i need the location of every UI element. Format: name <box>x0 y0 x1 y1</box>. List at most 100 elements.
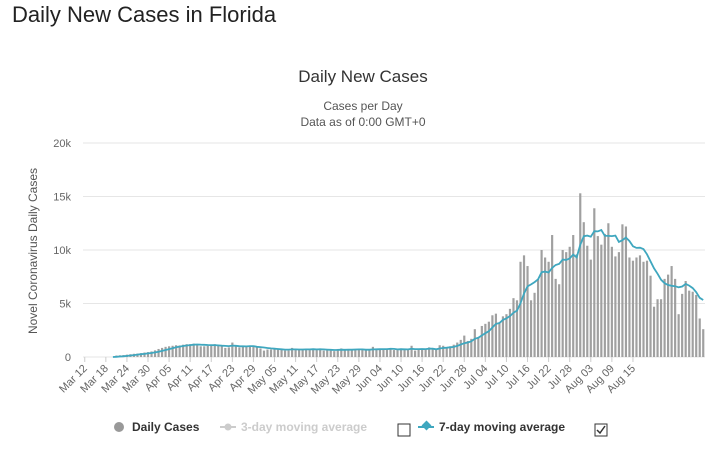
daily-cases-bar[interactable] <box>456 342 459 357</box>
daily-cases-bar[interactable] <box>631 260 635 357</box>
daily-cases-bar[interactable] <box>255 347 259 357</box>
daily-cases-bar[interactable] <box>554 278 557 357</box>
daily-cases-bar[interactable] <box>168 346 171 357</box>
daily-cases-bar[interactable] <box>199 346 202 357</box>
daily-cases-bar[interactable] <box>178 345 181 357</box>
daily-cases-bar[interactable] <box>283 350 287 357</box>
daily-cases-bar[interactable] <box>445 347 448 357</box>
daily-cases-bar[interactable] <box>586 245 589 357</box>
daily-cases-bar[interactable] <box>403 349 406 357</box>
daily-cases-bar[interactable] <box>305 348 308 357</box>
daily-cases-bar[interactable] <box>494 313 497 357</box>
daily-cases-bar[interactable] <box>628 257 631 357</box>
daily-cases-bar[interactable] <box>473 329 476 357</box>
daily-cases-bar[interactable] <box>617 252 620 357</box>
daily-cases-bar[interactable] <box>596 236 599 357</box>
checkbox-7-day-checked[interactable] <box>594 423 608 437</box>
daily-cases-bar[interactable] <box>512 298 515 357</box>
daily-cases-bar[interactable] <box>315 349 318 357</box>
daily-cases-bar[interactable] <box>540 250 543 357</box>
daily-cases-bar[interactable] <box>189 344 192 357</box>
daily-cases-bar[interactable] <box>645 260 649 357</box>
daily-cases-bar[interactable] <box>146 352 150 357</box>
daily-cases-bar[interactable] <box>533 292 536 357</box>
daily-cases-bar[interactable] <box>333 351 336 357</box>
daily-cases-bar[interactable] <box>659 299 663 357</box>
daily-cases-bar[interactable] <box>428 347 431 357</box>
daily-cases-bar[interactable] <box>681 293 684 357</box>
daily-cases-bar[interactable] <box>421 349 424 357</box>
daily-cases-bar[interactable] <box>203 346 206 357</box>
daily-cases-bar[interactable] <box>196 344 199 357</box>
daily-cases-bar[interactable] <box>529 300 533 357</box>
daily-cases-bar[interactable] <box>698 318 701 357</box>
daily-cases-bar[interactable] <box>452 344 455 357</box>
daily-cases-bar[interactable] <box>301 348 304 357</box>
checkbox-3-day-unchecked[interactable] <box>397 423 411 437</box>
daily-cases-bar[interactable] <box>182 344 185 357</box>
daily-cases-bar[interactable] <box>642 261 645 357</box>
daily-cases-bar[interactable] <box>568 246 571 357</box>
daily-cases-bar[interactable] <box>371 346 375 357</box>
daily-cases-bar[interactable] <box>593 208 596 357</box>
daily-cases-bar[interactable] <box>466 340 469 357</box>
daily-cases-bar[interactable] <box>294 349 297 357</box>
daily-cases-bar[interactable] <box>217 345 220 357</box>
daily-cases-bar[interactable] <box>276 348 280 357</box>
daily-cases-bar[interactable] <box>688 290 691 357</box>
daily-cases-bar[interactable] <box>561 250 564 357</box>
daily-cases-bar[interactable] <box>558 284 561 357</box>
daily-cases-bar[interactable] <box>438 345 441 357</box>
daily-cases-bar[interactable] <box>259 348 262 357</box>
daily-cases-bar[interactable] <box>382 348 385 357</box>
daily-cases-bar[interactable] <box>375 349 378 357</box>
daily-cases-bar[interactable] <box>248 346 252 357</box>
daily-cases-bar[interactable] <box>185 344 188 357</box>
legend-item-daily-cases[interactable]: Daily Cases <box>114 420 200 434</box>
daily-cases-bar[interactable] <box>652 306 656 357</box>
daily-cases-bar[interactable] <box>579 193 582 357</box>
daily-cases-bar[interactable] <box>326 350 329 357</box>
daily-cases-bar[interactable] <box>175 345 178 357</box>
daily-cases-bar[interactable] <box>603 233 606 357</box>
daily-cases-bar[interactable] <box>336 348 339 357</box>
daily-cases-bar[interactable] <box>621 224 624 357</box>
daily-cases-bar[interactable] <box>463 335 466 357</box>
daily-cases-bar[interactable] <box>691 291 694 357</box>
daily-cases-bar[interactable] <box>210 345 213 357</box>
daily-cases-bar[interactable] <box>515 300 519 357</box>
daily-cases-bar[interactable] <box>238 347 241 357</box>
daily-cases-bar[interactable] <box>392 350 396 357</box>
daily-cases-bar[interactable] <box>329 350 332 357</box>
daily-cases-bar[interactable] <box>227 347 230 357</box>
daily-cases-bar[interactable] <box>477 337 480 357</box>
daily-cases-bar[interactable] <box>487 321 490 357</box>
daily-cases-bar[interactable] <box>350 350 353 357</box>
daily-cases-bar[interactable] <box>695 294 698 357</box>
daily-cases-bar[interactable] <box>266 349 269 357</box>
daily-cases-bar[interactable] <box>364 350 367 357</box>
daily-cases-bar[interactable] <box>291 347 294 357</box>
daily-cases-bar[interactable] <box>575 254 578 357</box>
daily-cases-bar[interactable] <box>252 346 255 357</box>
daily-cases-bar[interactable] <box>322 350 325 357</box>
daily-cases-bar[interactable] <box>519 261 522 357</box>
daily-cases-bar[interactable] <box>368 349 371 357</box>
daily-cases-bar[interactable] <box>164 346 167 357</box>
daily-cases-bar[interactable] <box>153 350 157 357</box>
daily-cases-bar[interactable] <box>491 315 494 357</box>
daily-cases-bar[interactable] <box>600 244 603 357</box>
daily-cases-bar[interactable] <box>551 235 554 357</box>
daily-cases-bar[interactable] <box>677 314 680 357</box>
daily-cases-bar[interactable] <box>484 323 487 357</box>
daily-cases-bar[interactable] <box>385 349 389 357</box>
daily-cases-bar[interactable] <box>410 345 413 357</box>
daily-cases-bar[interactable] <box>505 314 508 357</box>
daily-cases-bar[interactable] <box>308 350 311 357</box>
daily-cases-bar[interactable] <box>319 348 322 357</box>
daily-cases-bar[interactable] <box>614 256 617 357</box>
daily-cases-bar[interactable] <box>565 252 568 357</box>
daily-cases-bar[interactable] <box>192 343 195 357</box>
daily-cases-bar[interactable] <box>624 226 628 357</box>
daily-cases-bar[interactable] <box>522 255 526 357</box>
